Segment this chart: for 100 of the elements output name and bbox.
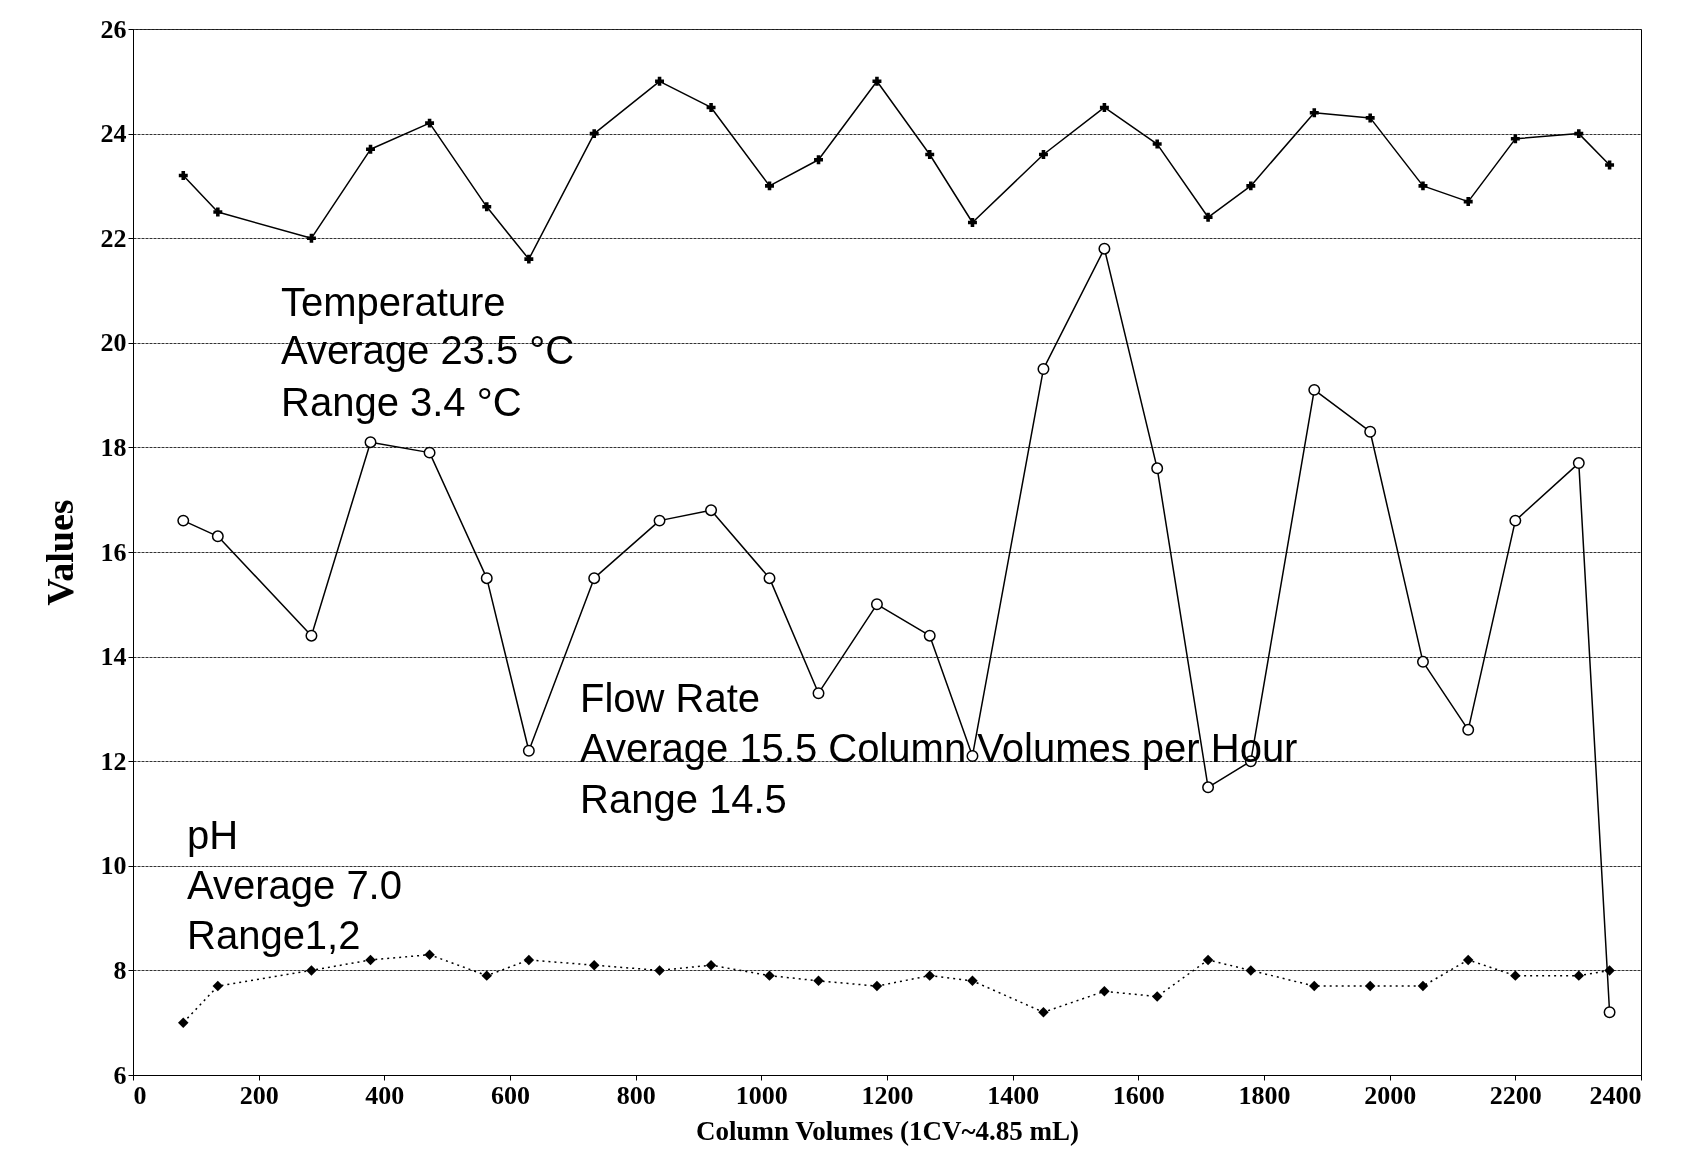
point [705, 504, 718, 517]
point [588, 572, 601, 585]
y-tick-label: 26 [100, 14, 127, 44]
x-tick-label: 1800 [1238, 1080, 1291, 1110]
point [705, 959, 717, 971]
x-tick-label: 400 [365, 1080, 405, 1110]
point [1510, 134, 1520, 144]
point [306, 965, 317, 976]
annotation: Average 23.5 °C [281, 328, 575, 372]
point [1038, 1007, 1049, 1018]
point [813, 975, 824, 987]
point [482, 202, 492, 212]
point [365, 954, 376, 966]
y-tick-label: 8 [113, 955, 127, 985]
point [871, 980, 883, 992]
point [923, 629, 936, 642]
point [814, 155, 823, 165]
x-tick-label: 1000 [735, 1080, 788, 1110]
point [764, 970, 775, 981]
y-tick-label: 16 [100, 537, 127, 567]
point [1574, 129, 1584, 139]
point [924, 970, 935, 981]
point [524, 254, 534, 264]
annotation: Temperature [281, 280, 506, 324]
annotation: pH [187, 813, 239, 857]
point [1245, 965, 1257, 976]
y-tick-label: 24 [100, 119, 127, 149]
point [1151, 462, 1164, 475]
point [1365, 113, 1375, 123]
point [1364, 980, 1376, 992]
point [1572, 457, 1585, 470]
point [1604, 965, 1615, 976]
annotation: Range1,2 [187, 913, 361, 957]
x-tick-label: 1400 [987, 1080, 1040, 1110]
point [211, 530, 224, 543]
x-axis-title: Column Volumes (1CV~4.85 mL) [695, 1115, 1080, 1146]
point [1037, 362, 1050, 375]
y-tick-label: 10 [100, 851, 127, 881]
point [305, 629, 318, 642]
point [1151, 991, 1163, 1002]
point [763, 572, 776, 585]
point [1418, 181, 1428, 191]
x-tick-label: 800 [616, 1080, 656, 1110]
point [1152, 139, 1162, 149]
x-tick-label: 2000 [1364, 1080, 1417, 1110]
point [654, 965, 665, 976]
point [1308, 383, 1321, 396]
point [481, 970, 492, 981]
point [1203, 212, 1213, 222]
point [1573, 970, 1585, 981]
y-tick-label: 14 [100, 642, 127, 672]
point [765, 181, 774, 191]
point [967, 975, 978, 987]
y-tick-label: 6 [113, 1060, 127, 1090]
y-axis-title: Values [38, 499, 81, 606]
point [653, 514, 666, 527]
point [480, 572, 493, 585]
point [1416, 655, 1429, 668]
point [812, 687, 825, 700]
point [1603, 1006, 1616, 1019]
annotation: Range 3.4 °C [281, 380, 522, 424]
point [1098, 242, 1111, 255]
y-tick-label: 20 [100, 328, 127, 358]
x-tick-label: 0 [133, 1080, 147, 1110]
point [872, 76, 882, 86]
x-tick-label: 2200 [1489, 1080, 1542, 1110]
annotation: Range 14.5 [580, 777, 787, 821]
y-tick-label: 12 [100, 746, 127, 776]
point [178, 170, 188, 180]
point [870, 598, 883, 611]
point [1202, 781, 1215, 794]
point [589, 129, 599, 139]
point [425, 118, 435, 128]
point [212, 980, 224, 992]
point [1364, 425, 1377, 438]
point [1202, 954, 1214, 966]
point [1605, 160, 1615, 170]
x-tick-label: 200 [239, 1080, 279, 1110]
point [1463, 197, 1473, 207]
point [306, 233, 316, 243]
x-tick-label: 1200 [861, 1080, 914, 1110]
point [178, 1017, 189, 1028]
point [1462, 954, 1474, 966]
point [1510, 970, 1521, 981]
point [1509, 514, 1522, 527]
point [1246, 181, 1256, 191]
point [1462, 723, 1475, 736]
x-tick-label: 1600 [1112, 1080, 1165, 1110]
point [1417, 980, 1429, 992]
point [588, 959, 600, 971]
point [925, 150, 935, 159]
point [177, 514, 190, 527]
point [1309, 980, 1320, 992]
point [213, 207, 223, 217]
point [522, 744, 535, 757]
annotation: Average 7.0 [187, 863, 402, 907]
point [1309, 108, 1319, 118]
x-tick-label: 2400 [1589, 1080, 1642, 1110]
y-tick-label: 18 [100, 432, 127, 462]
point [364, 436, 377, 449]
